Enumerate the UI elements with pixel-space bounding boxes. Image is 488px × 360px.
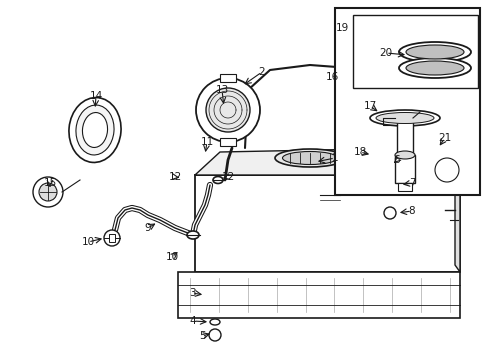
Ellipse shape <box>82 113 107 148</box>
Text: 7: 7 <box>408 178 414 188</box>
Ellipse shape <box>209 319 220 325</box>
Circle shape <box>208 329 221 341</box>
Bar <box>352 15 477 88</box>
Text: 12: 12 <box>168 172 181 182</box>
Text: 17: 17 <box>363 101 376 111</box>
Circle shape <box>196 78 260 142</box>
Ellipse shape <box>282 152 337 165</box>
Ellipse shape <box>378 155 400 169</box>
Ellipse shape <box>274 149 345 167</box>
Circle shape <box>104 230 120 246</box>
Circle shape <box>33 177 63 207</box>
Polygon shape <box>195 148 459 175</box>
Polygon shape <box>454 165 459 272</box>
Ellipse shape <box>387 181 401 189</box>
Polygon shape <box>195 175 459 272</box>
Ellipse shape <box>398 58 470 78</box>
Bar <box>386 155 396 163</box>
Bar <box>397 183 411 191</box>
Circle shape <box>39 183 57 201</box>
Ellipse shape <box>405 45 463 59</box>
Text: 15: 15 <box>43 178 57 188</box>
Bar <box>396 118 412 163</box>
Text: 14: 14 <box>89 91 102 101</box>
Text: 21: 21 <box>437 133 451 143</box>
Text: 13: 13 <box>215 85 228 95</box>
Text: 5: 5 <box>198 331 205 341</box>
Bar <box>220 138 236 146</box>
Text: 16: 16 <box>325 72 338 82</box>
Circle shape <box>434 158 458 182</box>
Text: 8: 8 <box>408 206 414 216</box>
Text: 10: 10 <box>81 237 94 247</box>
Ellipse shape <box>375 112 433 123</box>
Bar <box>220 74 236 82</box>
Circle shape <box>205 88 249 132</box>
Text: 2: 2 <box>258 67 265 77</box>
Ellipse shape <box>69 98 121 162</box>
Text: 18: 18 <box>353 147 366 157</box>
Text: 9: 9 <box>144 223 151 233</box>
Polygon shape <box>178 272 459 318</box>
Text: 20: 20 <box>379 48 392 58</box>
Bar <box>334 8 479 195</box>
Text: 10: 10 <box>165 252 178 262</box>
Text: 19: 19 <box>335 23 348 33</box>
Ellipse shape <box>213 176 223 184</box>
Text: 11: 11 <box>200 137 213 147</box>
Text: 12: 12 <box>221 172 234 182</box>
Ellipse shape <box>398 42 470 62</box>
Bar <box>394 155 414 183</box>
Ellipse shape <box>76 105 114 155</box>
Bar <box>109 234 115 242</box>
Text: 3: 3 <box>188 288 195 298</box>
Circle shape <box>383 207 395 219</box>
Text: 6: 6 <box>393 155 400 165</box>
Text: 4: 4 <box>189 316 196 326</box>
Ellipse shape <box>186 231 199 239</box>
Ellipse shape <box>394 151 414 159</box>
Text: 1: 1 <box>331 153 338 163</box>
Ellipse shape <box>405 61 463 75</box>
Ellipse shape <box>369 110 439 126</box>
